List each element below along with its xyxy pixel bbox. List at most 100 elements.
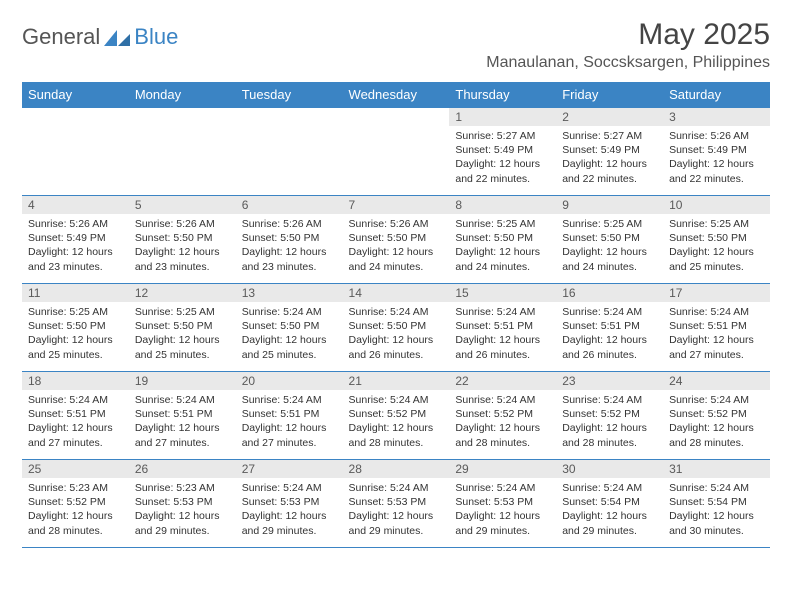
day-number: 8	[449, 196, 556, 214]
calendar-cell: 9Sunrise: 5:25 AMSunset: 5:50 PMDaylight…	[556, 196, 663, 284]
day-info: Sunrise: 5:24 AMSunset: 5:52 PMDaylight:…	[449, 390, 556, 454]
logo-text-b: Blue	[134, 24, 178, 50]
day-info: Sunrise: 5:25 AMSunset: 5:50 PMDaylight:…	[556, 214, 663, 278]
logo-text-a: General	[22, 24, 100, 50]
day-info: Sunrise: 5:24 AMSunset: 5:50 PMDaylight:…	[236, 302, 343, 366]
calendar-week: 11Sunrise: 5:25 AMSunset: 5:50 PMDayligh…	[22, 284, 770, 372]
day-number: 15	[449, 284, 556, 302]
day-info: Sunrise: 5:27 AMSunset: 5:49 PMDaylight:…	[449, 126, 556, 190]
dow-cell: Saturday	[663, 82, 770, 108]
day-number: 29	[449, 460, 556, 478]
day-number: 21	[343, 372, 450, 390]
calendar-cell: 27Sunrise: 5:24 AMSunset: 5:53 PMDayligh…	[236, 460, 343, 548]
dow-cell: Friday	[556, 82, 663, 108]
calendar-cell: ..	[22, 108, 129, 196]
day-number: 26	[129, 460, 236, 478]
day-number: 31	[663, 460, 770, 478]
calendar-cell: ..	[343, 108, 450, 196]
calendar-cell: 16Sunrise: 5:24 AMSunset: 5:51 PMDayligh…	[556, 284, 663, 372]
day-info: Sunrise: 5:24 AMSunset: 5:53 PMDaylight:…	[236, 478, 343, 542]
calendar-cell: 15Sunrise: 5:24 AMSunset: 5:51 PMDayligh…	[449, 284, 556, 372]
day-number: 3	[663, 108, 770, 126]
day-number: 1	[449, 108, 556, 126]
day-number: 30	[556, 460, 663, 478]
day-of-week-header: SundayMondayTuesdayWednesdayThursdayFrid…	[22, 82, 770, 108]
day-info: Sunrise: 5:24 AMSunset: 5:53 PMDaylight:…	[449, 478, 556, 542]
day-number: 25	[22, 460, 129, 478]
day-number: 12	[129, 284, 236, 302]
calendar-cell: 3Sunrise: 5:26 AMSunset: 5:49 PMDaylight…	[663, 108, 770, 196]
calendar-week: 25Sunrise: 5:23 AMSunset: 5:52 PMDayligh…	[22, 460, 770, 548]
calendar-cell: 6Sunrise: 5:26 AMSunset: 5:50 PMDaylight…	[236, 196, 343, 284]
day-number: 9	[556, 196, 663, 214]
day-number: 4	[22, 196, 129, 214]
calendar-table: SundayMondayTuesdayWednesdayThursdayFrid…	[22, 82, 770, 548]
day-info: Sunrise: 5:24 AMSunset: 5:54 PMDaylight:…	[663, 478, 770, 542]
day-number: 17	[663, 284, 770, 302]
calendar-cell: 21Sunrise: 5:24 AMSunset: 5:52 PMDayligh…	[343, 372, 450, 460]
calendar-week: 18Sunrise: 5:24 AMSunset: 5:51 PMDayligh…	[22, 372, 770, 460]
day-info: Sunrise: 5:24 AMSunset: 5:51 PMDaylight:…	[556, 302, 663, 366]
title-block: May 2025 Manaulanan, Soccsksargen, Phili…	[486, 18, 770, 72]
calendar-cell: 10Sunrise: 5:25 AMSunset: 5:50 PMDayligh…	[663, 196, 770, 284]
day-info: Sunrise: 5:24 AMSunset: 5:51 PMDaylight:…	[236, 390, 343, 454]
logo: General Blue	[22, 24, 178, 50]
calendar-cell: 29Sunrise: 5:24 AMSunset: 5:53 PMDayligh…	[449, 460, 556, 548]
day-info: Sunrise: 5:24 AMSunset: 5:50 PMDaylight:…	[343, 302, 450, 366]
day-number: 23	[556, 372, 663, 390]
day-number: 2	[556, 108, 663, 126]
month-title: May 2025	[486, 18, 770, 52]
calendar-cell: 12Sunrise: 5:25 AMSunset: 5:50 PMDayligh…	[129, 284, 236, 372]
day-number: 22	[449, 372, 556, 390]
calendar-cell: 7Sunrise: 5:26 AMSunset: 5:50 PMDaylight…	[343, 196, 450, 284]
calendar-cell: 26Sunrise: 5:23 AMSunset: 5:53 PMDayligh…	[129, 460, 236, 548]
day-info: Sunrise: 5:24 AMSunset: 5:51 PMDaylight:…	[449, 302, 556, 366]
calendar-cell: 1Sunrise: 5:27 AMSunset: 5:49 PMDaylight…	[449, 108, 556, 196]
day-info: Sunrise: 5:27 AMSunset: 5:49 PMDaylight:…	[556, 126, 663, 190]
day-info: Sunrise: 5:25 AMSunset: 5:50 PMDaylight:…	[129, 302, 236, 366]
day-info: Sunrise: 5:24 AMSunset: 5:51 PMDaylight:…	[663, 302, 770, 366]
day-info: Sunrise: 5:26 AMSunset: 5:50 PMDaylight:…	[129, 214, 236, 278]
calendar-cell: 2Sunrise: 5:27 AMSunset: 5:49 PMDaylight…	[556, 108, 663, 196]
day-info: Sunrise: 5:26 AMSunset: 5:49 PMDaylight:…	[22, 214, 129, 278]
calendar-cell: 28Sunrise: 5:24 AMSunset: 5:53 PMDayligh…	[343, 460, 450, 548]
day-number: 5	[129, 196, 236, 214]
header: General Blue May 2025 Manaulanan, Soccsk…	[22, 18, 770, 72]
day-number: 27	[236, 460, 343, 478]
calendar-cell: ..	[129, 108, 236, 196]
day-info: Sunrise: 5:26 AMSunset: 5:50 PMDaylight:…	[343, 214, 450, 278]
logo-sail-icon	[104, 28, 130, 46]
day-info: Sunrise: 5:25 AMSunset: 5:50 PMDaylight:…	[663, 214, 770, 278]
day-info: Sunrise: 5:24 AMSunset: 5:54 PMDaylight:…	[556, 478, 663, 542]
day-info: Sunrise: 5:23 AMSunset: 5:53 PMDaylight:…	[129, 478, 236, 542]
day-info: Sunrise: 5:24 AMSunset: 5:51 PMDaylight:…	[129, 390, 236, 454]
day-number: 11	[22, 284, 129, 302]
day-number: 24	[663, 372, 770, 390]
calendar-cell: 20Sunrise: 5:24 AMSunset: 5:51 PMDayligh…	[236, 372, 343, 460]
day-number: 14	[343, 284, 450, 302]
day-info: Sunrise: 5:25 AMSunset: 5:50 PMDaylight:…	[449, 214, 556, 278]
day-info: Sunrise: 5:24 AMSunset: 5:51 PMDaylight:…	[22, 390, 129, 454]
day-info: Sunrise: 5:25 AMSunset: 5:50 PMDaylight:…	[22, 302, 129, 366]
calendar-cell: 24Sunrise: 5:24 AMSunset: 5:52 PMDayligh…	[663, 372, 770, 460]
calendar-cell: 17Sunrise: 5:24 AMSunset: 5:51 PMDayligh…	[663, 284, 770, 372]
calendar-cell: 8Sunrise: 5:25 AMSunset: 5:50 PMDaylight…	[449, 196, 556, 284]
calendar-cell: 4Sunrise: 5:26 AMSunset: 5:49 PMDaylight…	[22, 196, 129, 284]
calendar-cell: 13Sunrise: 5:24 AMSunset: 5:50 PMDayligh…	[236, 284, 343, 372]
calendar-week: 4Sunrise: 5:26 AMSunset: 5:49 PMDaylight…	[22, 196, 770, 284]
dow-cell: Tuesday	[236, 82, 343, 108]
calendar-cell: 22Sunrise: 5:24 AMSunset: 5:52 PMDayligh…	[449, 372, 556, 460]
day-number: 13	[236, 284, 343, 302]
day-info: Sunrise: 5:24 AMSunset: 5:53 PMDaylight:…	[343, 478, 450, 542]
calendar-cell: ..	[236, 108, 343, 196]
day-number: 16	[556, 284, 663, 302]
day-info: Sunrise: 5:26 AMSunset: 5:49 PMDaylight:…	[663, 126, 770, 190]
day-number: 10	[663, 196, 770, 214]
day-number: 28	[343, 460, 450, 478]
day-info: Sunrise: 5:24 AMSunset: 5:52 PMDaylight:…	[663, 390, 770, 454]
day-number: 6	[236, 196, 343, 214]
day-info: Sunrise: 5:24 AMSunset: 5:52 PMDaylight:…	[556, 390, 663, 454]
dow-cell: Wednesday	[343, 82, 450, 108]
calendar-cell: 19Sunrise: 5:24 AMSunset: 5:51 PMDayligh…	[129, 372, 236, 460]
dow-cell: Monday	[129, 82, 236, 108]
